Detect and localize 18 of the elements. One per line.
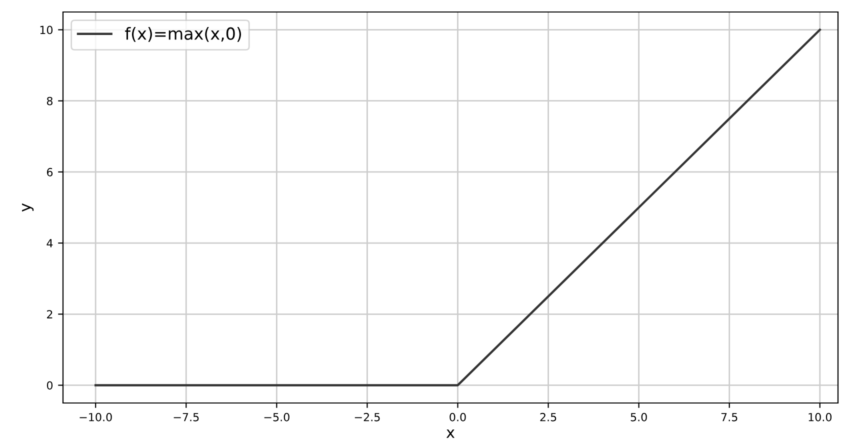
y-tick-label: 6 [46, 168, 53, 176]
x-tick-label: −7.5 [174, 413, 199, 422]
y-tick-label: 8 [46, 96, 53, 106]
y-axis-title: y [22, 203, 34, 212]
y-tick-label: 0 [46, 381, 53, 390]
x-tick-label: 2.5 [540, 412, 556, 422]
x-tick-label: 7.5 [721, 413, 738, 422]
x-tick-label: 5.0 [630, 412, 647, 422]
x-tick-label: −2.5 [354, 412, 380, 422]
y-tick-label: 10 [40, 26, 53, 34]
x-tick-label: −10.0 [80, 412, 112, 422]
legend-label: f(x)=max(x,0) [125, 27, 242, 42]
y-tick-label: 2 [47, 310, 52, 318]
x-axis-title: x [446, 430, 455, 438]
x-tick-label: 10.0 [808, 412, 832, 422]
x-tick-label: −5.0 [264, 412, 290, 422]
x-tick-label: 0.0 [450, 412, 466, 422]
y-tick-label: 4 [46, 239, 53, 248]
